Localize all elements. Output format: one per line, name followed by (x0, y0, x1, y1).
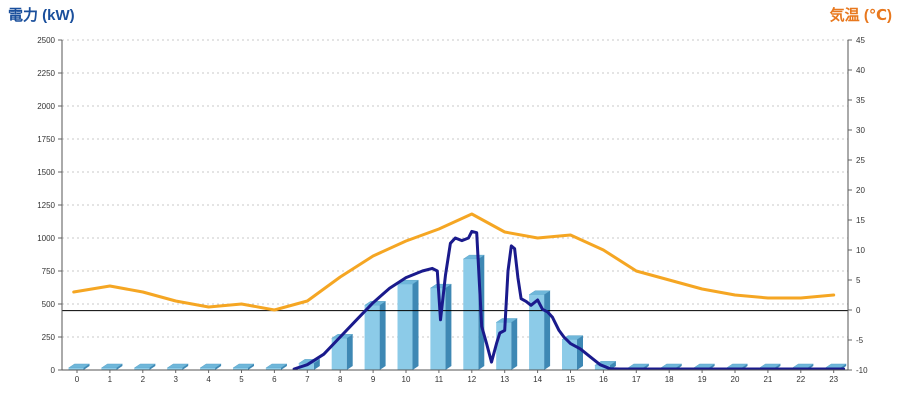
bar-side (182, 364, 189, 370)
right-axis-tick-label: 20 (856, 186, 865, 195)
left-axis-tick-label: 1750 (37, 135, 55, 144)
x-axis-tick-label: 19 (698, 375, 707, 384)
x-axis-tick-label: 22 (796, 375, 805, 384)
x-axis-tick-label: 15 (566, 375, 575, 384)
bar (363, 301, 387, 370)
bar-front (167, 368, 183, 370)
bar-side (149, 364, 156, 370)
x-axis-tick-label: 11 (435, 375, 444, 384)
bar (265, 363, 288, 370)
bar-front (134, 368, 150, 370)
left-axis-tick-label: 1500 (37, 168, 55, 177)
axis-layer: 02505007501000125015001750200022502500-1… (37, 36, 868, 384)
bar-side (248, 364, 254, 370)
x-axis-tick-label: 14 (533, 375, 542, 384)
x-axis-tick-label: 2 (141, 375, 146, 384)
temperature-line (72, 212, 836, 312)
x-axis-tick-label: 20 (731, 375, 740, 384)
x-axis-tick-label: 17 (632, 375, 641, 384)
bar-side (116, 364, 123, 370)
bar (100, 363, 124, 370)
bar-front (101, 368, 117, 370)
line-layer (62, 212, 848, 371)
left-axis-tick-label: 500 (42, 300, 56, 309)
bar-side (577, 335, 583, 370)
bar-front (562, 339, 577, 370)
power-line (292, 229, 846, 371)
bar (561, 335, 584, 370)
left-axis-tick-label: 0 (51, 366, 56, 375)
right-axis-tick-label: -10 (856, 366, 868, 375)
left-axis-tick-label: 1000 (37, 234, 55, 243)
bar-side (511, 318, 518, 370)
x-axis-tick-label: 4 (206, 375, 211, 384)
right-axis-tick-label: 10 (856, 246, 865, 255)
bar-side (445, 284, 452, 370)
bar-side (379, 301, 386, 370)
bar (495, 318, 519, 370)
bar-side (412, 280, 419, 370)
left-axis-tick-label: 2000 (37, 102, 55, 111)
bar-side (313, 359, 320, 370)
bar-side (280, 364, 287, 370)
left-axis-tick-label: 1250 (37, 201, 55, 210)
left-axis-tick-label: 2500 (37, 36, 55, 45)
x-axis-tick-label: 8 (338, 375, 343, 384)
right-axis-title: 気温 (℃) (829, 7, 892, 24)
x-axis-tick-label: 6 (272, 375, 277, 384)
bar-front (364, 305, 380, 370)
bar (429, 283, 453, 370)
grid-layer (62, 39, 848, 338)
right-axis-tick-label: -5 (856, 336, 864, 345)
x-axis-tick-label: 3 (173, 375, 178, 384)
bar (330, 334, 354, 370)
left-axis-title: 電力 (kW) (8, 7, 75, 24)
right-axis-tick-label: 5 (856, 276, 861, 285)
bar-front (594, 365, 610, 370)
x-axis-tick-label: 21 (763, 375, 772, 384)
right-axis-tick-label: 30 (856, 126, 865, 135)
left-axis-tick-label: 2250 (37, 69, 55, 78)
bar-layer (67, 254, 848, 370)
bar (232, 363, 255, 370)
bar (199, 363, 222, 370)
x-axis-tick-label: 18 (665, 375, 674, 384)
bar (67, 363, 91, 370)
x-axis-tick-label: 23 (829, 375, 838, 384)
bar-front (529, 294, 545, 370)
left-axis-tick-label: 250 (42, 333, 56, 342)
x-axis-tick-label: 9 (371, 375, 376, 384)
right-axis-tick-label: 40 (856, 66, 865, 75)
bar-side (83, 364, 90, 370)
bar-front (397, 284, 413, 370)
x-axis-tick-label: 7 (305, 375, 310, 384)
x-axis-tick-label: 5 (239, 375, 244, 384)
bar-front (331, 338, 347, 370)
right-axis-tick-label: 45 (856, 36, 865, 45)
x-axis-tick-label: 13 (500, 375, 509, 384)
left-axis-tick-label: 750 (42, 267, 56, 276)
x-axis-tick-label: 10 (402, 375, 411, 384)
x-axis-tick-label: 12 (467, 375, 476, 384)
right-axis-tick-label: 25 (856, 156, 865, 165)
right-axis-tick-label: 35 (856, 96, 865, 105)
right-axis-tick-label: 0 (856, 306, 861, 315)
right-axis-tick-label: 15 (856, 216, 865, 225)
bar-side (544, 290, 551, 370)
bar-side (346, 334, 353, 370)
x-axis-tick-label: 16 (599, 375, 608, 384)
bar-front (265, 368, 281, 370)
x-axis-tick-label: 1 (108, 375, 113, 384)
bar-front (68, 368, 84, 370)
bar (133, 363, 157, 370)
bar-side (215, 364, 222, 370)
x-axis-tick-label: 0 (75, 375, 80, 384)
bar (166, 363, 190, 370)
bar-front (233, 368, 248, 370)
bar-front (463, 259, 479, 370)
bar-front (200, 368, 216, 370)
bar-front (298, 363, 314, 370)
bar (396, 279, 420, 370)
